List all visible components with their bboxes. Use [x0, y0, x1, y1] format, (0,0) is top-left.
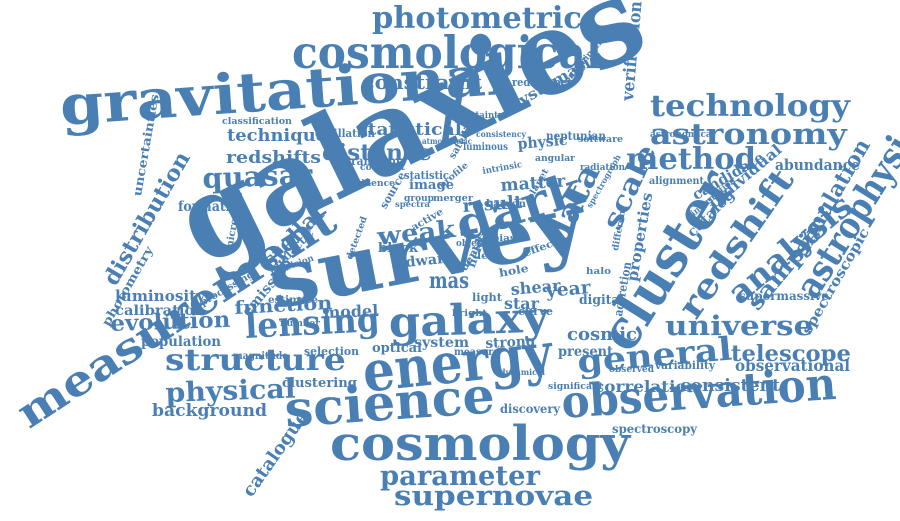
word-statistic: statistic [404, 169, 449, 182]
word-alignment: alignment [649, 176, 705, 187]
word-structure: structure [165, 343, 346, 378]
word-observed: observed [609, 365, 655, 375]
word-system: system [414, 335, 470, 351]
word-atmospheric: atmospheric [422, 136, 473, 146]
word-calibration: calibration [115, 303, 205, 319]
word-neptunian: neptunian [546, 129, 607, 143]
word-population: population [141, 334, 221, 350]
word-digital: digital [579, 293, 625, 308]
word-bright: bright [452, 309, 488, 319]
word-distance: distance [322, 140, 432, 166]
word-halo: halo [586, 267, 612, 277]
word-radiation: radiation [580, 163, 626, 173]
word-model: model [322, 301, 379, 322]
word-present: present [558, 344, 613, 360]
word-angular: angular [535, 154, 576, 164]
word-redshifts: redshifts [226, 148, 321, 168]
word-uncertainty: uncertainty [448, 111, 503, 121]
word-curve: curve [518, 305, 554, 318]
word-baryon: baryon [486, 199, 527, 210]
word-technique: technique [227, 126, 328, 146]
word-merger: merger [433, 194, 474, 204]
word-astronomical: astronomical [650, 130, 715, 140]
word-significant: significant [548, 382, 604, 392]
word-supernovae: supernovae [394, 481, 594, 512]
word-constraint: constraint [362, 70, 483, 94]
word-correlation: correlation [594, 377, 699, 396]
word-observational: observational [735, 356, 851, 375]
word-light: light [472, 291, 502, 304]
word-cosmic: cosmic [567, 324, 638, 345]
word-number: number [280, 319, 321, 329]
word-universe: universe [665, 311, 814, 342]
word-photometric: photometric [372, 1, 582, 36]
word-constant: constant [360, 163, 405, 173]
word-parameter: parameter [380, 461, 540, 492]
word-measure: measure [454, 347, 499, 358]
word-background: background [152, 401, 267, 421]
word-optical: optical [372, 341, 422, 356]
word-catalogue: catalogue [238, 406, 313, 501]
word-group: group [404, 194, 434, 204]
word-estimate: estimate [268, 295, 319, 306]
word-variability: variability [655, 359, 716, 372]
word-abundance: abundance [775, 156, 861, 174]
word-transient: transient [346, 154, 402, 168]
word-formation: formation [178, 199, 248, 215]
word-supermassive: supermassive [739, 289, 829, 303]
word-cosmology: cosmology [330, 416, 631, 472]
word-astronomy: astronomy [650, 117, 847, 151]
word-selection: selection [304, 345, 360, 358]
word-clustering: clustering [282, 376, 357, 391]
word-method: method [626, 142, 757, 177]
word-spectra: spectra [395, 199, 431, 209]
word-spectroscopy: spectroscopy [612, 422, 698, 436]
word-redmapper: redmapper [512, 76, 573, 89]
word-telescope: telescope [731, 341, 851, 367]
word-evidence: evidence [350, 179, 395, 189]
word-consistency: consistency [476, 129, 527, 139]
word-objects: objects [456, 239, 492, 249]
word-bias: bias [492, 234, 516, 244]
word-luminosity: luminosity [115, 287, 206, 305]
word-discovery: discovery [500, 402, 561, 416]
word-star: star [504, 294, 539, 313]
word-luminous: luminous [463, 142, 508, 153]
word-oscillation: oscillation [315, 127, 375, 140]
word-mass: mas [429, 268, 469, 294]
word-consistent: consistent [680, 376, 781, 396]
word-image: image [409, 178, 455, 193]
word-technology: technology [650, 89, 850, 124]
word-lens: lens [477, 251, 502, 262]
word-software: software [578, 135, 624, 145]
word-black: black [378, 241, 419, 256]
word-statistical: statistical [357, 120, 462, 140]
word-magnitude: magnitude [233, 351, 289, 362]
word-cosmological: cosmological [292, 26, 602, 79]
word-classification: classification [222, 117, 292, 127]
word-dynamical: dynamical [500, 367, 546, 377]
